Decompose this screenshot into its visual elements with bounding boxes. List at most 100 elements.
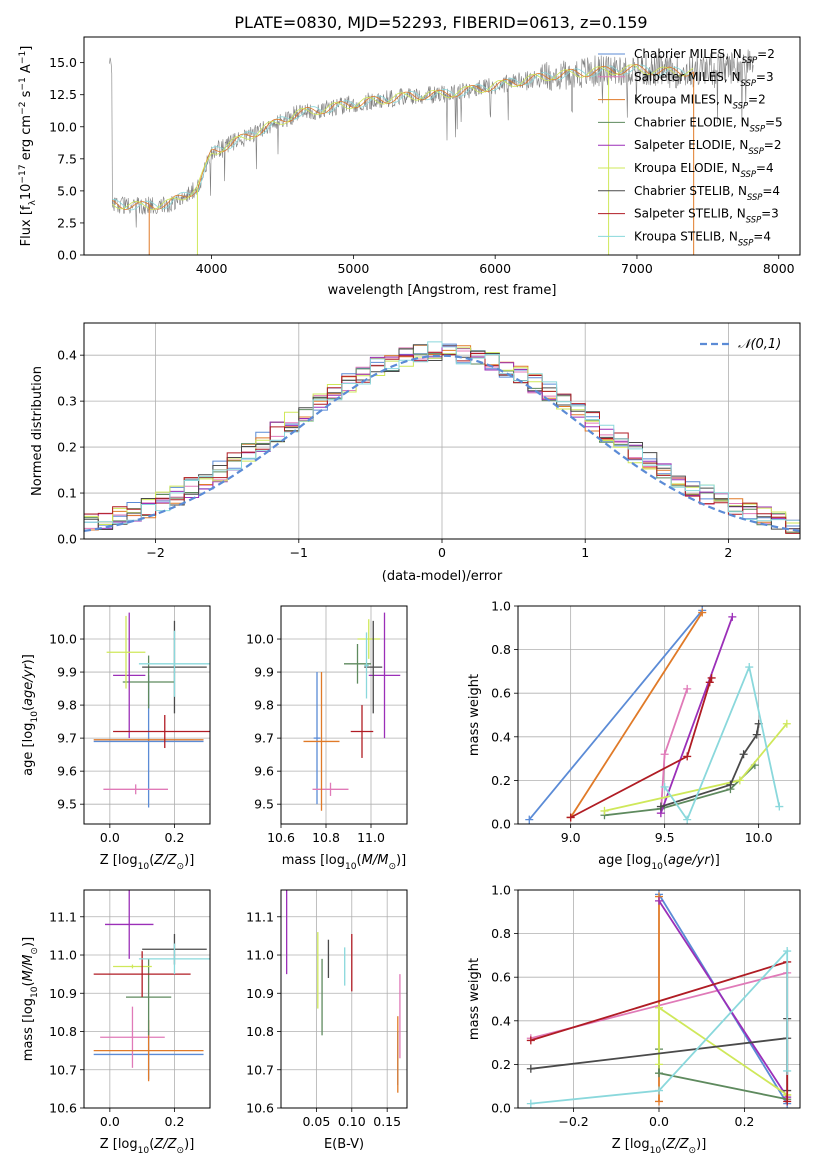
weight-vs-age-ylabel: mass weight (467, 674, 482, 756)
plot-area-weight-vs-Z (526, 890, 792, 1108)
series-marker (783, 947, 792, 956)
y-tick-label: 9.8 (57, 698, 77, 713)
series-marker (526, 1099, 535, 1108)
x-tick-label: 0 (438, 545, 446, 560)
axes-weight-vs-Z: −0.2 0.0 0.2 0.0 0.2 0.4 0.6 0.8 1.0 Z [log10(Z/Z… (467, 883, 801, 1156)
series-marker (655, 1060, 663, 1069)
x-tick-label: 0.0 (100, 830, 120, 845)
y-tick-label: 9.5 (254, 797, 274, 812)
y-tick-label: 9.8 (254, 698, 274, 713)
x-tick-label: 10.0 (745, 830, 773, 845)
axes-frame (280, 889, 408, 1109)
x-tick-label: 0.15 (373, 1114, 401, 1129)
y-tick-label: 11.0 (246, 948, 274, 963)
plot-area-mass-vs-Z (93, 890, 210, 1082)
series-marker (698, 608, 707, 617)
age-vs-Z-xlabel: Z [log10(Z/Z⊙)] (100, 853, 195, 872)
y-tick-label: 0.3 (57, 394, 77, 409)
y-tick-label: 10.0 (246, 632, 274, 647)
series-line (530, 948, 789, 1105)
plot-area-residuals (84, 341, 800, 534)
y-tick-label: 9.9 (57, 665, 77, 680)
series-line (569, 612, 703, 818)
y-tick-label: 1.0 (491, 883, 511, 898)
series-marker (683, 752, 692, 761)
y-tick-label: 11.0 (49, 948, 77, 963)
weight-vs-age-xlabel: age [log10(age/yr)] (598, 853, 720, 872)
y-tick-label: 2.5 (57, 215, 77, 230)
series-marker (525, 815, 534, 824)
legend-entry: Chabrier MILES, NSSP=2 (634, 47, 775, 65)
y-tick-label: 9.5 (57, 797, 77, 812)
legend-entry: Kroupa MILES, NSSP=2 (634, 93, 766, 111)
y-tick-label: 9.6 (57, 764, 77, 779)
series-marker (775, 802, 784, 811)
series-marker (660, 782, 669, 791)
y-tick-label: 5.0 (57, 183, 77, 198)
series-marker (726, 780, 735, 789)
axes-frame (517, 889, 801, 1109)
normal-curve (84, 354, 800, 532)
y-tick-label: 10.0 (49, 632, 77, 647)
axes-frame (83, 36, 801, 256)
x-tick-label: 2 (724, 545, 732, 560)
y-tick-label: 10.8 (49, 1024, 77, 1039)
series-marker (660, 750, 669, 759)
series-marker (655, 1097, 663, 1106)
legend-entry: Kroupa STELIB, NSSP=4 (634, 229, 771, 247)
y-tick-label: 9.7 (57, 731, 77, 746)
series-marker (782, 719, 791, 728)
series-marker (655, 1003, 663, 1012)
series-line (660, 616, 734, 814)
series-marker (745, 663, 754, 672)
x-tick-label: 9.5 (655, 830, 675, 845)
y-tick-label: 10.9 (49, 986, 77, 1001)
series-marker (655, 1069, 663, 1078)
series-marker (683, 815, 692, 824)
y-tick-label: 10.7 (49, 1062, 77, 1077)
series-marker (783, 1066, 792, 1075)
y-tick-label: 0.8 (491, 926, 511, 941)
series-marker (705, 678, 714, 687)
plot-area-age-vs-mass (303, 612, 401, 811)
legend-entry: Chabrier STELIB, NSSP=4 (634, 184, 780, 202)
axes-age-vs-Z: 0.0 0.2 9.5 9.6 9.7 9.8 9.9 10.0 Z [log10(Z/Z⊙)]… (21, 605, 211, 872)
age-vs-Z-ylabel: age [log10(age/yr)] (21, 654, 40, 776)
series-marker (655, 1086, 663, 1095)
y-tick-label: 0.0 (491, 1101, 511, 1116)
age-vs-mass-xlabel: mass [log10(M/M⊙)] (282, 853, 406, 872)
plot-area-mass-vs-ebv (286, 890, 401, 1093)
y-tick-label: 12.5 (49, 87, 77, 102)
series-line (528, 609, 703, 821)
axes-frame (83, 605, 211, 825)
legend-entry: 𝒩(0,1) (738, 337, 781, 352)
axes-mass-vs-ebv: 0.05 0.10 0.15 10.6 10.7 10.8 10.9 11.0 11.1 E(B-… (246, 889, 408, 1152)
y-tick-label: 0.4 (491, 729, 511, 744)
series-marker (655, 896, 663, 905)
legend-entry: Salpeter STELIB, NSSP=3 (634, 207, 779, 225)
y-tick-label: 9.6 (254, 764, 274, 779)
y-tick-label: 10.9 (246, 986, 274, 1001)
axes-frame (280, 605, 408, 825)
mass-vs-ebv-xlabel: E(B-V) (324, 1137, 364, 1152)
weight-vs-Z-xlabel: Z [log10(Z/Z⊙)] (612, 1137, 707, 1156)
series-line (570, 677, 713, 819)
y-tick-label: 15.0 (49, 55, 77, 70)
y-tick-label: 1.0 (491, 599, 511, 614)
y-tick-label: 11.1 (246, 909, 274, 924)
y-tick-label: 9.9 (254, 665, 274, 680)
y-tick-label: 0.2 (57, 440, 77, 455)
x-tick-label: 1 (581, 545, 589, 560)
legend-entry: Kroupa ELODIE, NSSP=4 (634, 161, 774, 179)
x-tick-label: 8000 (763, 261, 795, 276)
y-tick-label: 9.7 (254, 731, 274, 746)
x-tick-label: 4000 (196, 261, 228, 276)
series-marker (752, 730, 761, 739)
x-tick-label: 5000 (337, 261, 369, 276)
y-tick-label: 10.6 (246, 1101, 274, 1116)
x-tick-label: 0.05 (302, 1114, 330, 1129)
series-line (658, 1049, 788, 1101)
y-tick-label: 0.8 (491, 642, 511, 657)
y-tick-label: 0.0 (57, 532, 77, 547)
series-marker (739, 750, 748, 759)
